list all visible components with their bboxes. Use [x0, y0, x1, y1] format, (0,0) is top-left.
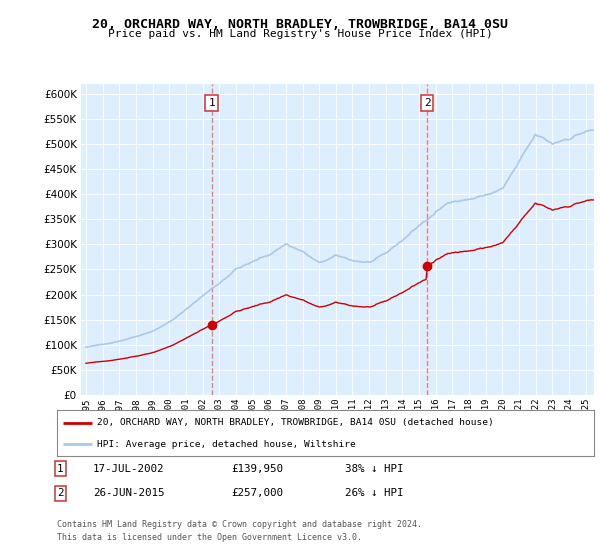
Text: 1: 1 — [57, 464, 64, 474]
Text: £257,000: £257,000 — [231, 488, 283, 498]
Text: 2: 2 — [424, 98, 430, 108]
Text: 17-JUL-2002: 17-JUL-2002 — [93, 464, 164, 474]
Text: 26-JUN-2015: 26-JUN-2015 — [93, 488, 164, 498]
Text: HPI: Average price, detached house, Wiltshire: HPI: Average price, detached house, Wilt… — [97, 440, 356, 449]
Text: 26% ↓ HPI: 26% ↓ HPI — [345, 488, 404, 498]
Text: 20, ORCHARD WAY, NORTH BRADLEY, TROWBRIDGE, BA14 0SU: 20, ORCHARD WAY, NORTH BRADLEY, TROWBRID… — [92, 18, 508, 31]
Text: £139,950: £139,950 — [231, 464, 283, 474]
Text: Contains HM Land Registry data © Crown copyright and database right 2024.: Contains HM Land Registry data © Crown c… — [57, 520, 422, 529]
Text: 1: 1 — [208, 98, 215, 108]
Text: 20, ORCHARD WAY, NORTH BRADLEY, TROWBRIDGE, BA14 0SU (detached house): 20, ORCHARD WAY, NORTH BRADLEY, TROWBRID… — [97, 418, 494, 427]
Text: Price paid vs. HM Land Registry's House Price Index (HPI): Price paid vs. HM Land Registry's House … — [107, 29, 493, 39]
Text: 38% ↓ HPI: 38% ↓ HPI — [345, 464, 404, 474]
Text: This data is licensed under the Open Government Licence v3.0.: This data is licensed under the Open Gov… — [57, 533, 362, 542]
Text: 2: 2 — [57, 488, 64, 498]
